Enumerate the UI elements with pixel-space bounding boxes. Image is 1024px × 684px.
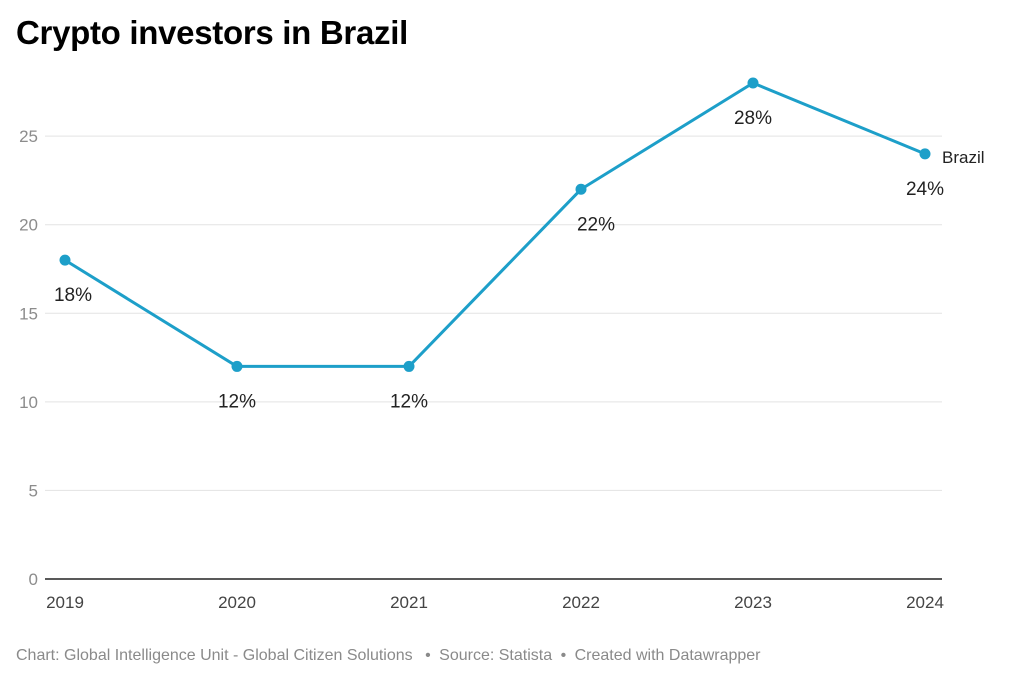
data-point (231, 360, 243, 372)
x-tick-label: 2023 (734, 593, 772, 612)
x-tick-label: 2019 (46, 593, 84, 612)
footer-credit: Chart: Global Intelligence Unit - Global… (16, 647, 413, 664)
gridlines (45, 135, 942, 491)
data-point (575, 183, 587, 195)
y-tick-label: 20 (19, 216, 38, 235)
data-label: 12% (218, 391, 256, 412)
y-axis-tick-labels: 0 5 10 15 20 25 (19, 127, 38, 589)
x-tick-label: 2020 (218, 593, 256, 612)
x-tick-label: 2022 (562, 593, 600, 612)
x-axis-tick-labels: 2019 2020 2021 2022 2023 2024 (46, 593, 944, 612)
footer-tool: Created with Datawrapper (574, 647, 761, 664)
chart-footer: Chart: Global Intelligence Unit - Global… (16, 647, 761, 665)
chart-title: Crypto investors in Brazil (16, 14, 408, 51)
data-point (403, 360, 415, 372)
data-point (919, 148, 931, 160)
y-tick-label: 25 (19, 127, 38, 146)
data-label: 24% (906, 179, 944, 200)
y-tick-label: 5 (29, 481, 38, 500)
data-label: 22% (577, 214, 615, 235)
series-label-brazil: Brazil (942, 148, 985, 167)
x-tick-label: 2021 (390, 593, 428, 612)
footer-source: Source: Statista (439, 647, 553, 664)
y-tick-label: 10 (19, 393, 38, 412)
series-brazil (59, 77, 931, 372)
y-tick-label: 0 (29, 570, 38, 589)
data-label: 28% (734, 108, 772, 129)
data-label: 18% (54, 285, 92, 306)
footer-separator: • (425, 647, 431, 664)
y-tick-label: 15 (19, 304, 38, 323)
x-tick-label: 2024 (906, 593, 944, 612)
data-label: 12% (390, 391, 428, 412)
series-line (63, 81, 927, 368)
footer-separator: • (560, 647, 567, 664)
data-point (59, 254, 71, 266)
data-labels: 18% 12% 12% 22% 28% 24% Brazil (54, 108, 985, 412)
data-point (747, 77, 759, 89)
